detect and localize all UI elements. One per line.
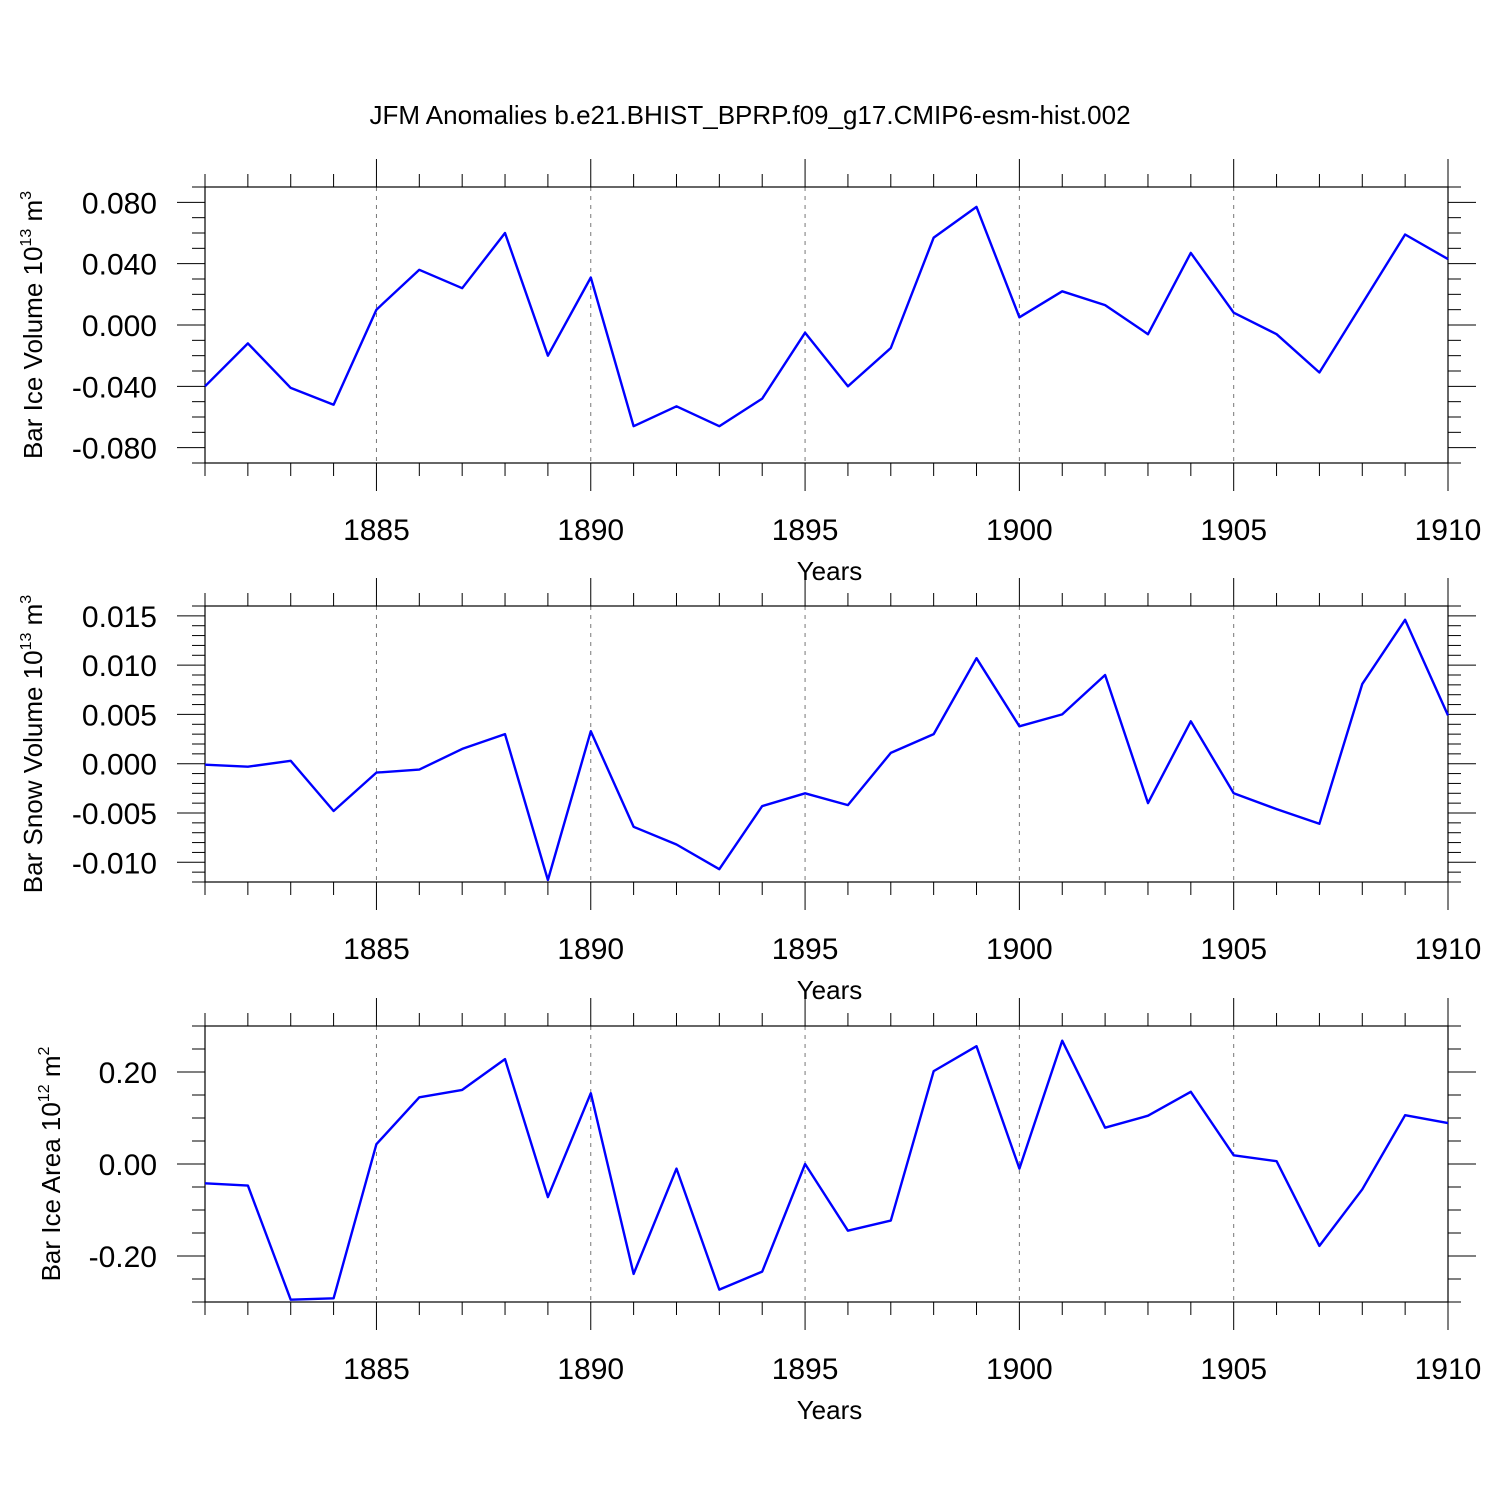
y-tick-label: -0.040: [72, 371, 157, 404]
x-tick-label: 1905: [1200, 1353, 1267, 1386]
x-tick-label: 1900: [986, 1353, 1053, 1386]
x-tick-label: 1895: [772, 514, 839, 547]
y-axis-label: Bar Ice Area 1012 m2: [36, 1046, 66, 1281]
y-tick-label: -0.20: [89, 1241, 157, 1274]
plot-frame: [204, 1025, 1449, 1303]
panels: 1885 1890 1895 1900 1905 1910 -0.080 -0.040 0.00…: [18, 159, 1481, 1425]
y-tick-label: 0.080: [82, 187, 157, 220]
series-line: [204, 205, 1449, 428]
x-tick-label: 1900: [986, 933, 1053, 966]
y-tick-label: 0.010: [82, 650, 157, 683]
figure-title: JFM Anomalies b.e21.BHIST_BPRP.f09_g17.C…: [369, 100, 1130, 130]
plot-frame: [204, 186, 1449, 464]
y-tick-label: 0.005: [82, 699, 157, 732]
y-tick-label: 0.000: [82, 749, 157, 782]
x-tick-label: 1890: [557, 514, 624, 547]
x-tick-label: 1900: [986, 514, 1053, 547]
x-axis-label: Years: [797, 556, 863, 586]
x-tick-label: 1885: [343, 933, 410, 966]
x-tick-label: 1885: [343, 1353, 410, 1386]
x-tick-label: 1910: [1415, 933, 1482, 966]
x-tick-label: 1905: [1200, 514, 1267, 547]
series-line: [204, 1039, 1449, 1301]
x-tick-label: 1910: [1415, 1353, 1482, 1386]
y-tick-label: -0.080: [72, 433, 157, 466]
panel-1: 1885 1890 1895 1900 1905 1910 -0.080 -0.040 0.00…: [18, 159, 1481, 586]
x-tick-label: 1890: [557, 1353, 624, 1386]
y-axis-label: Bar Ice Volume 1013 m3: [18, 191, 48, 459]
y-tick-label: 0.00: [99, 1149, 157, 1182]
y-tick-label: 0.20: [99, 1057, 157, 1090]
x-tick-label: 1905: [1200, 933, 1267, 966]
series-line: [204, 618, 1450, 882]
x-tick-label: 1885: [343, 514, 410, 547]
y-tick-label: -0.005: [72, 798, 157, 831]
x-tick-label: 1910: [1415, 514, 1482, 547]
x-tick-label: 1895: [772, 933, 839, 966]
y-tick-label: -0.010: [72, 847, 157, 880]
plot-frame: [204, 605, 1449, 883]
x-tick-label: 1895: [772, 1353, 839, 1386]
y-axis-label: Bar Snow Volume 1013 m3: [18, 595, 48, 894]
x-tick-label: 1890: [557, 933, 624, 966]
y-tick-label: 0.040: [82, 249, 157, 282]
panel-2: 1885 1890 1895 1900 1905 1910 -0.010 -0.005 0.00…: [18, 578, 1481, 1005]
y-tick-label: 0.015: [82, 601, 157, 634]
x-axis-label: Years: [797, 1395, 863, 1425]
x-axis-label: Years: [797, 975, 863, 1005]
panel-3: 1885 1890 1895 1900 1905 1910 -0.20 0.00 0.20 Yea…: [36, 998, 1481, 1425]
y-tick-label: 0.000: [82, 310, 157, 343]
